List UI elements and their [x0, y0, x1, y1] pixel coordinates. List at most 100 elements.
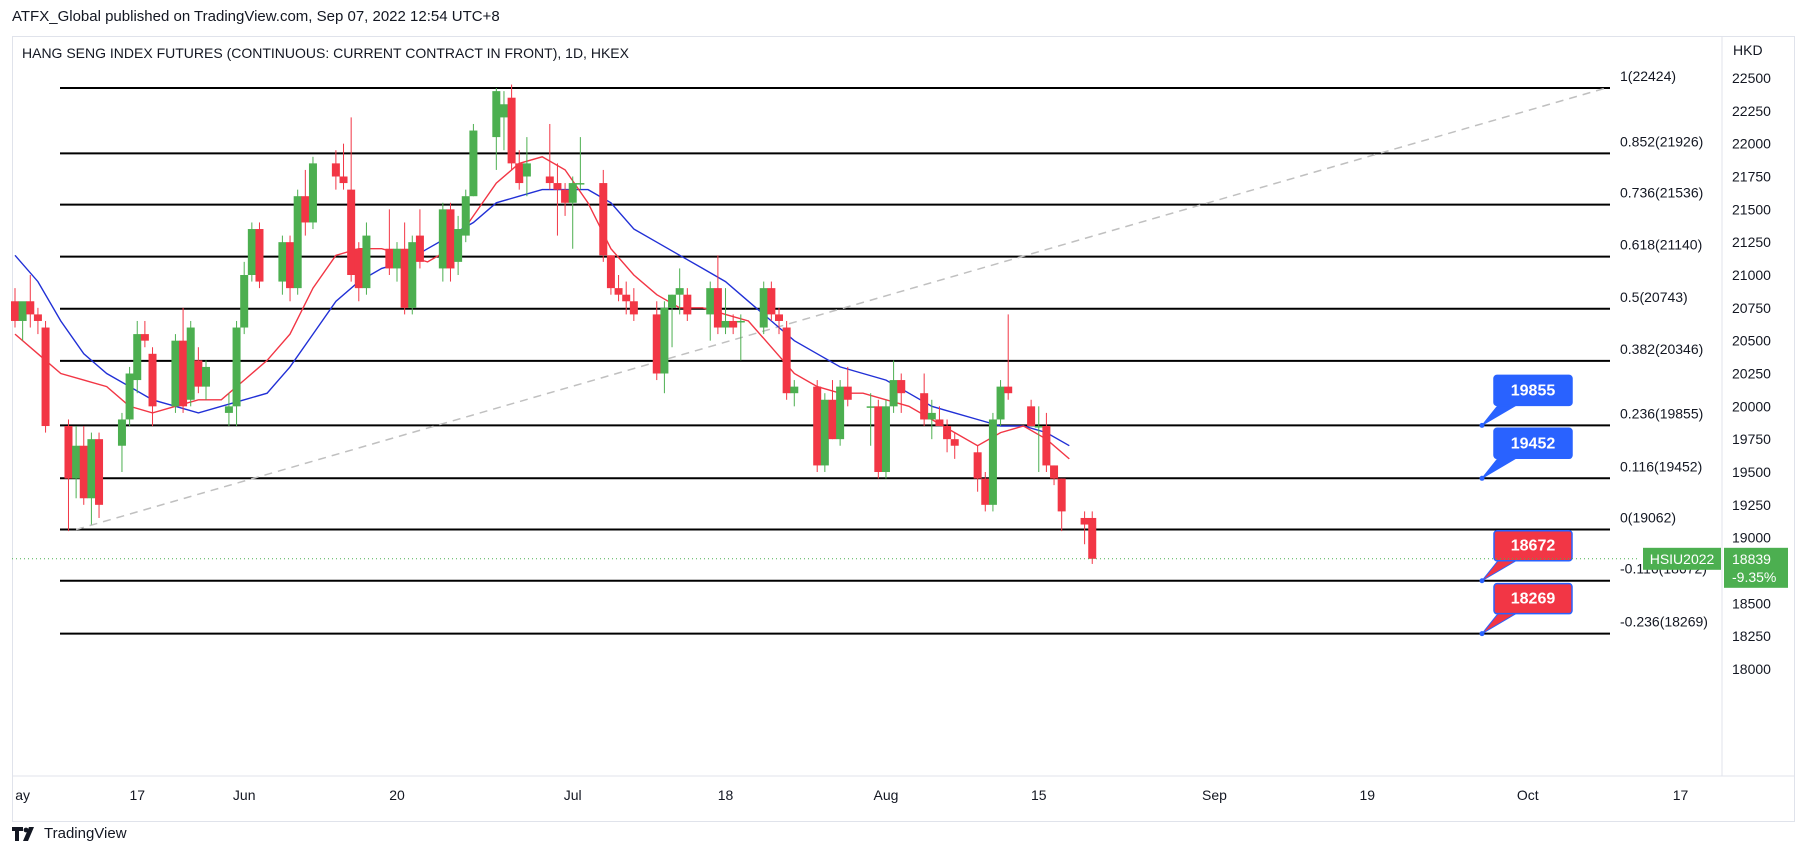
callout-anchor [1479, 422, 1485, 428]
fib-label: 0.736(21536) [1620, 185, 1703, 201]
chart-frame [12, 36, 1795, 822]
price-callouts: 19855 19452 18672 18269 [1479, 374, 1573, 637]
candle-body [64, 426, 73, 479]
candle-body [140, 334, 149, 341]
price-tick-label: 21750 [1732, 169, 1771, 185]
candle-body [354, 248, 363, 289]
candle [186, 320, 195, 407]
callout-pointer [1481, 404, 1518, 426]
candle [41, 320, 50, 433]
callout-text: 18269 [1511, 591, 1556, 608]
callout-box [1493, 427, 1573, 460]
candle-body [347, 189, 356, 275]
price-tick-label: 20500 [1732, 333, 1771, 349]
candle-body [1057, 478, 1066, 512]
chart-canvas[interactable]: HANG SENG INDEX FUTURES (CONTINUOUS: CUR… [0, 0, 1814, 820]
candle [943, 419, 952, 453]
candle [72, 426, 81, 499]
candle-body [790, 386, 799, 394]
candle [927, 399, 936, 440]
candle [247, 222, 256, 282]
candle [240, 261, 249, 335]
candle [874, 399, 883, 479]
candle-body [813, 386, 822, 466]
price-tick-label: 18250 [1732, 628, 1771, 644]
tradingview-logo-icon [12, 826, 34, 841]
price-callout: 18672 [1479, 529, 1573, 584]
candle-body [897, 380, 906, 394]
price-tick-label: 19250 [1732, 497, 1771, 513]
fib-label: 0.852(21926) [1620, 133, 1703, 149]
candle-body [308, 163, 317, 223]
candle-body [87, 439, 96, 499]
candle-body [866, 406, 875, 408]
callout-text: 18672 [1511, 538, 1556, 555]
price-tick-label: 22000 [1732, 136, 1771, 152]
candle [79, 426, 88, 505]
candle-body [133, 334, 142, 381]
candle-body [362, 235, 371, 289]
candle [576, 137, 585, 190]
candle [652, 301, 661, 381]
candle [996, 380, 1005, 427]
candle-body [515, 163, 524, 184]
candle [629, 288, 638, 321]
candle-body [194, 360, 203, 387]
candle [469, 123, 478, 197]
candle-body [385, 248, 394, 269]
candle [224, 393, 233, 427]
candle [828, 380, 837, 440]
candle [461, 189, 470, 243]
price-tick-label: 21000 [1732, 267, 1771, 283]
candle-body [874, 406, 883, 472]
candle-body [33, 314, 42, 321]
fib-label: 0.382(20346) [1620, 341, 1703, 357]
candle-body [889, 380, 898, 407]
time-axis: ay17Jun20Jul18Aug15Sep19Oct17Nov14 [15, 787, 1688, 803]
candle-body [240, 275, 249, 328]
candle-body [767, 288, 776, 315]
candle-body [629, 301, 638, 315]
fib-label: 1(22424) [1620, 68, 1676, 84]
candle [973, 445, 982, 492]
candle [897, 373, 906, 413]
fib-levels: 1(22424) 0.852(21926) 0.736(21536) 0.618(21… [60, 68, 1708, 635]
time-tick-label: Oct [1517, 787, 1539, 803]
time-tick-label: Sep [1202, 787, 1227, 803]
fib-label: 0.618(21140) [1620, 237, 1702, 253]
candle-body [461, 196, 470, 236]
candle [759, 281, 768, 335]
candle [1034, 406, 1043, 472]
callout-box [1493, 374, 1573, 407]
candle [675, 268, 684, 315]
candle [813, 380, 822, 472]
candle [522, 137, 531, 197]
candle [920, 373, 929, 427]
candle-body [415, 235, 424, 262]
fib-label: 0.236(19855) [1620, 405, 1703, 421]
price-tick-label: 19750 [1732, 431, 1771, 447]
price-tick-label: 20000 [1732, 398, 1771, 414]
candle [95, 432, 104, 518]
candle-body [713, 288, 722, 328]
candle-body [668, 294, 677, 308]
candle-body [599, 183, 608, 256]
candle [64, 419, 73, 532]
candle [889, 360, 898, 413]
last-price-change: -9.35% [1732, 569, 1776, 585]
candle [599, 169, 608, 262]
candle-body [18, 301, 27, 321]
time-tick-label: ay [15, 787, 30, 803]
price-tick-label: 19000 [1732, 530, 1771, 546]
candle [354, 242, 363, 302]
candle [255, 222, 264, 289]
candle-body [41, 327, 50, 427]
callout-box [1493, 529, 1573, 562]
time-tick-label: Jul [564, 787, 582, 803]
candle-body [683, 294, 692, 315]
fib-label: 0.5(20743) [1620, 289, 1688, 305]
candle-body [492, 91, 501, 138]
candle [706, 281, 715, 341]
candle [515, 150, 524, 190]
candle [33, 307, 42, 335]
